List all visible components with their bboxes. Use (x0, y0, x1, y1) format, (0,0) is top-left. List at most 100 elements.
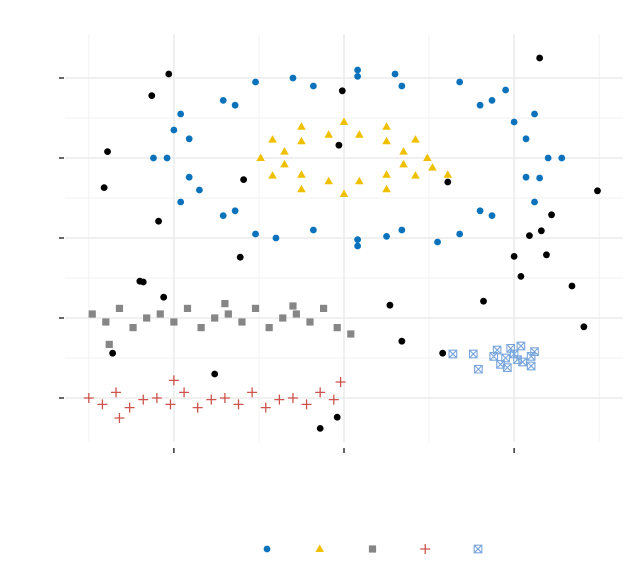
point (279, 314, 287, 322)
point (274, 394, 285, 405)
point (488, 212, 496, 220)
point (423, 153, 432, 161)
point (537, 227, 545, 235)
point (185, 135, 193, 143)
point (219, 97, 227, 104)
point (297, 122, 306, 130)
point (143, 314, 151, 322)
point (354, 236, 362, 244)
point (156, 310, 164, 318)
point (256, 153, 265, 161)
point (319, 304, 328, 312)
point (502, 86, 510, 94)
point (324, 130, 333, 138)
point (238, 318, 246, 326)
point (324, 176, 333, 185)
point (192, 402, 203, 413)
point (428, 163, 437, 171)
point (548, 211, 555, 219)
point (104, 148, 111, 156)
point (309, 226, 317, 234)
point (355, 130, 364, 138)
point (594, 187, 601, 195)
point (150, 154, 157, 162)
point (516, 341, 526, 351)
point (398, 337, 406, 345)
point (347, 330, 355, 338)
point (315, 387, 326, 398)
point (443, 170, 453, 178)
point (398, 82, 406, 90)
point (280, 147, 289, 155)
point (513, 355, 522, 364)
point (97, 399, 108, 410)
point (197, 324, 205, 332)
point (109, 349, 117, 357)
point (151, 393, 162, 403)
point (382, 184, 391, 193)
point (526, 232, 533, 240)
point (391, 70, 399, 78)
point (179, 387, 190, 398)
point (411, 171, 420, 179)
legend-marker (420, 544, 431, 554)
point (506, 344, 516, 353)
point (160, 293, 168, 301)
point (354, 73, 362, 80)
legend-marker (315, 544, 325, 552)
point (177, 198, 185, 206)
point (335, 377, 346, 387)
point (268, 171, 277, 179)
point (170, 318, 178, 326)
point (328, 394, 339, 405)
point (316, 425, 324, 432)
point (399, 147, 408, 155)
point (536, 174, 544, 182)
point (526, 352, 536, 361)
point (382, 136, 391, 145)
point (105, 340, 113, 348)
point (510, 118, 518, 126)
point (522, 173, 530, 181)
legend-marker (263, 545, 271, 553)
point (252, 78, 259, 86)
point (439, 349, 447, 357)
point (398, 226, 406, 234)
point (183, 304, 192, 312)
point (272, 234, 280, 242)
point (456, 78, 464, 86)
point (251, 304, 260, 312)
point (297, 170, 306, 178)
point (543, 251, 550, 259)
point (195, 186, 203, 194)
point (354, 66, 362, 74)
point (568, 282, 576, 290)
point (411, 135, 420, 143)
point (333, 413, 341, 421)
point (476, 101, 484, 109)
point (206, 394, 217, 405)
point (444, 178, 452, 186)
point (335, 141, 343, 149)
point (474, 364, 483, 374)
point (558, 154, 566, 162)
point (536, 54, 544, 62)
point (480, 297, 487, 305)
point (211, 370, 219, 378)
point (155, 217, 162, 225)
point (252, 230, 259, 238)
point (165, 399, 176, 410)
point (502, 363, 512, 372)
point (354, 242, 362, 250)
point (289, 74, 297, 82)
point (531, 110, 538, 118)
point (448, 349, 458, 359)
point (129, 324, 137, 332)
point (544, 154, 552, 162)
point (292, 310, 300, 318)
point (265, 324, 273, 332)
point (339, 189, 349, 197)
point (224, 310, 232, 318)
point (88, 310, 96, 318)
